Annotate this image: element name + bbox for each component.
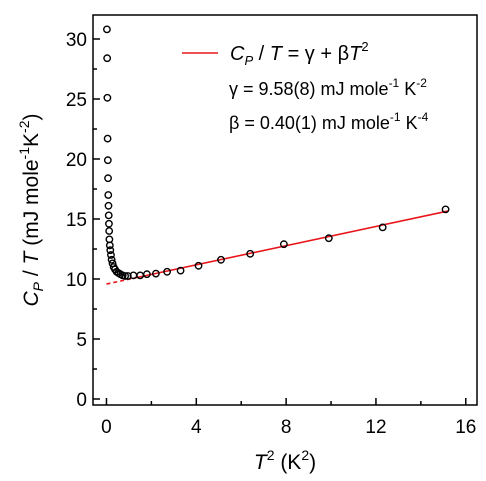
annotation-beta: β = 0.40(1) mJ mole-1 K-4	[229, 110, 429, 133]
data-point	[104, 174, 112, 183]
data-point	[121, 272, 130, 280]
data-point	[441, 205, 450, 214]
y-tick-label: 5	[76, 330, 87, 351]
y-tick-label: 30	[66, 30, 87, 51]
data-point	[123, 272, 132, 280]
y-axis: 0 5 10 15 20 25 30	[66, 30, 100, 411]
data-point	[107, 255, 116, 264]
x-axis-title: T2 (K2)	[254, 447, 316, 474]
legend: CP / T = γ + βT2 γ = 9.58(8) mJ mole-1 K…	[182, 39, 429, 133]
data-point	[103, 93, 112, 102]
data-point	[106, 246, 115, 255]
y-tick-label: 20	[66, 150, 87, 171]
data-point	[279, 240, 288, 249]
y-tick-label: 0	[76, 390, 87, 411]
x-tick-label: 12	[365, 417, 386, 438]
x-tick-label: 4	[191, 417, 202, 438]
data-point	[105, 219, 113, 228]
data-point	[324, 234, 333, 243]
data-point	[103, 54, 112, 63]
x-tick-label: 16	[455, 417, 476, 438]
data-point	[151, 269, 160, 278]
data-point	[104, 191, 113, 199]
x-tick-label: 8	[281, 417, 292, 438]
data-points	[103, 25, 450, 280]
plot-frame	[92, 14, 478, 406]
data-point	[103, 156, 112, 165]
data-point	[378, 223, 387, 232]
fit-line	[106, 210, 448, 285]
data-point	[246, 249, 255, 258]
data-point	[163, 267, 172, 276]
y-tick-label: 15	[66, 210, 87, 231]
data-point	[107, 251, 115, 259]
fit-line-solid	[133, 210, 448, 280]
y-tick-label: 10	[66, 270, 87, 291]
data-point	[105, 227, 114, 235]
annotation-gamma: γ = 9.58(8) mJ mole-1 K-2	[229, 76, 427, 99]
data-point	[104, 201, 113, 210]
data-point	[176, 266, 185, 275]
y-tick-label: 25	[66, 90, 87, 111]
legend-label: CP / T = γ + βT2	[230, 39, 369, 68]
data-point	[217, 255, 225, 264]
data-point	[103, 134, 112, 143]
data-point	[105, 241, 114, 250]
y-axis-title: CP / T (mJ mole-1K-2)	[16, 114, 46, 307]
x-tick-label: 0	[101, 417, 112, 438]
x-axis: 0 4 8 12 16	[101, 398, 476, 438]
data-point	[104, 211, 113, 220]
data-point	[103, 25, 111, 34]
data-point	[194, 261, 203, 270]
data-point	[142, 270, 151, 279]
